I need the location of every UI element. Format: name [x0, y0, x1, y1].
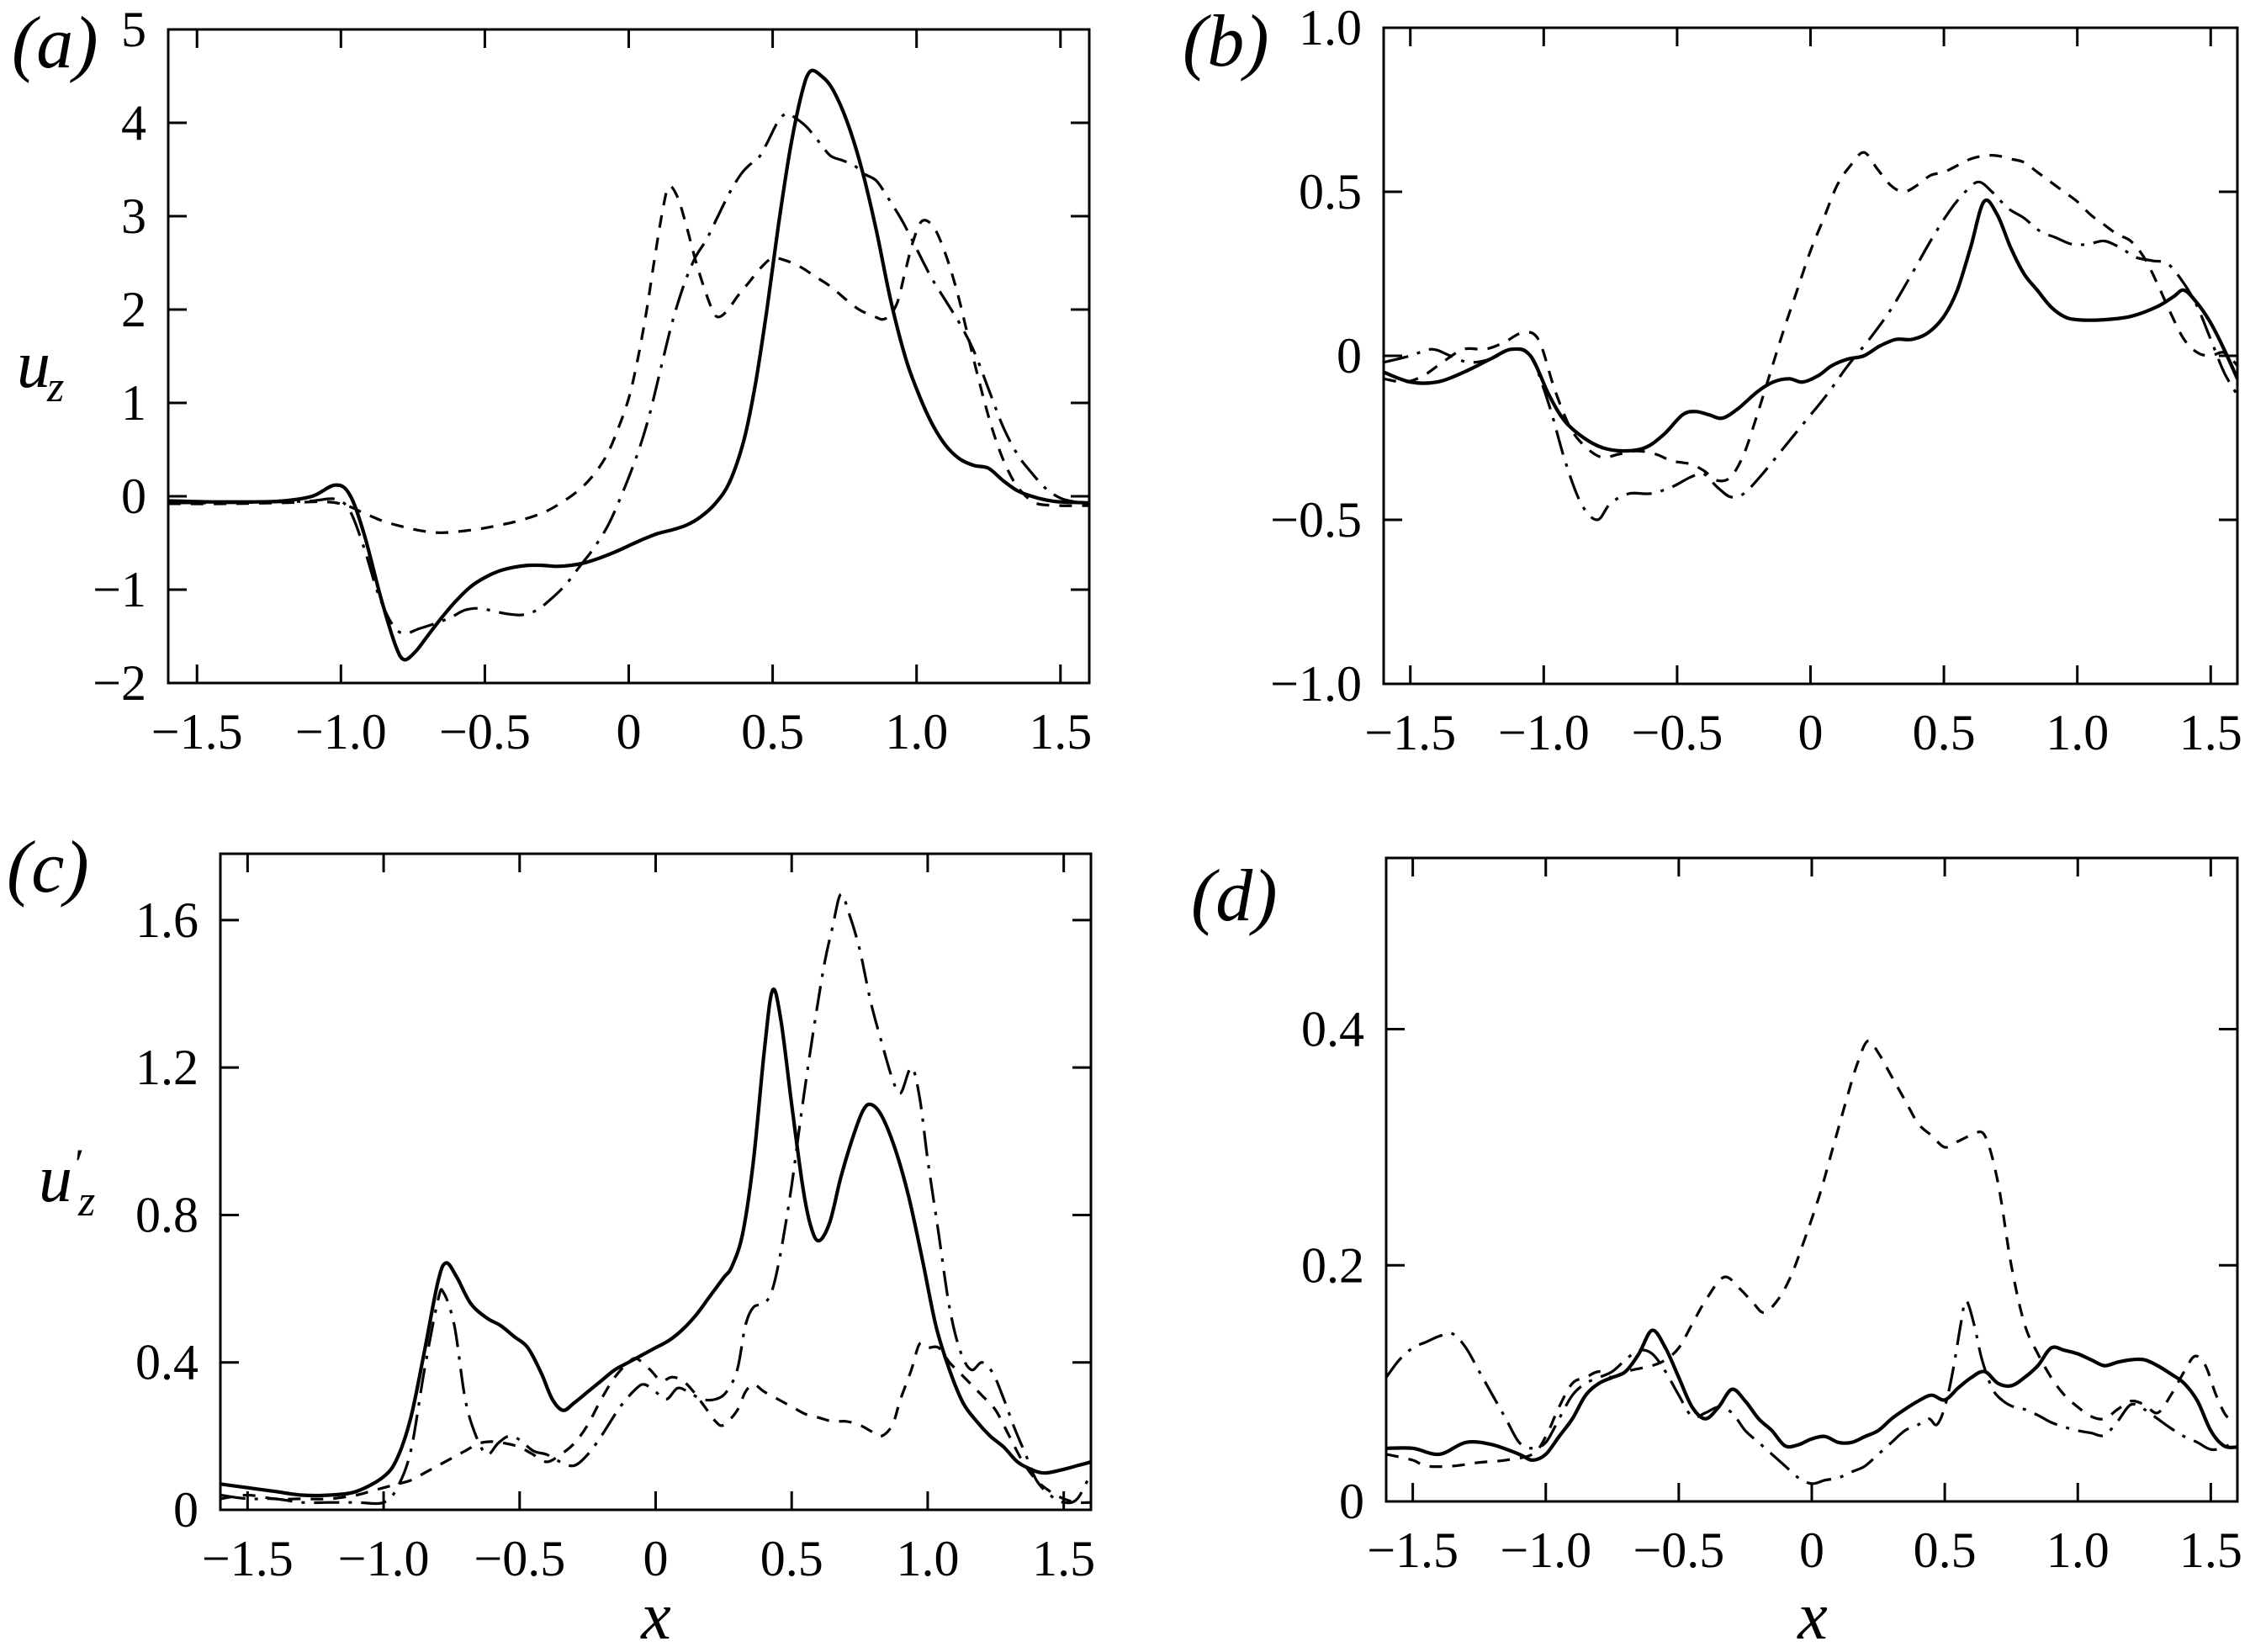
x-tick-label: 0.5 [1913, 705, 1976, 760]
y-subscript-c: z [77, 1178, 96, 1226]
x-tick-label: 1.0 [885, 704, 948, 760]
x-tick-label: −1.5 [202, 1531, 294, 1586]
y-tick-label: 0 [1339, 1474, 1364, 1529]
x-axis-title-c: x [641, 1580, 671, 1652]
x-tick-label: 1.0 [896, 1531, 959, 1586]
x-tick-label: 1.5 [1029, 704, 1092, 760]
x-tick-label: −1.0 [338, 1531, 430, 1586]
y-tick-label: 1.6 [135, 892, 199, 948]
panel-a-series-dash-dot [168, 112, 1089, 635]
x-tick-label: 1.0 [2046, 705, 2109, 760]
y-tick-label: 0.2 [1301, 1237, 1364, 1293]
x-tick-label: 0 [643, 1531, 669, 1586]
y-symbol-a: u [17, 328, 50, 402]
panel-d-series-dash-dot [1386, 1299, 2237, 1485]
panel-label-a: (a) [12, 3, 98, 84]
y-symbol-c: u [39, 1142, 72, 1216]
panel-d-series-dashed [1386, 1039, 2237, 1469]
y-tick-label: 5 [121, 2, 146, 57]
panel-b-series-dashed [1384, 151, 2237, 483]
y-tick-label: 3 [121, 188, 146, 244]
x-tick-label: 1.5 [1032, 1531, 1095, 1586]
y-tick-label: 0 [121, 469, 146, 524]
panel-label-b: (b) [1183, 1, 1269, 82]
y-tick-label: 0.4 [135, 1335, 199, 1390]
y-axis-title-a: uz [17, 328, 64, 410]
x-tick-label: −0.5 [474, 1531, 565, 1586]
x-tick-label: 1.5 [2179, 705, 2242, 760]
y-tick-label: 4 [121, 95, 146, 151]
y-tick-label: −1 [93, 562, 146, 617]
panel-c-series-solid [220, 987, 1091, 1498]
x-tick-label: −1.0 [295, 704, 387, 760]
panel-c-series-dash-dot [220, 892, 1091, 1506]
panel-b-series-solid [1384, 199, 2237, 453]
panel-c-group: −1.5 −1.0 −0.5 0 0.5 1.0 1.5 1.6 1.2 0.8 0.4 0 [135, 852, 1095, 1586]
x-tick-label: 1.0 [2046, 1522, 2110, 1578]
y-tick-label: 1 [121, 375, 146, 431]
panel-label-d: (d) [1191, 855, 1278, 937]
panel-a-series-solid [168, 68, 1089, 662]
y-tick-label: 1.0 [1299, 0, 1362, 56]
panel-b-frame [1382, 26, 2239, 686]
x-axis-title-d: x [1797, 1580, 1828, 1652]
y-axis-title-c: u′z [39, 1142, 95, 1224]
y-subscript-a: z [47, 363, 65, 411]
y-tick-label: 0.8 [135, 1187, 199, 1242]
x-tick-label: 0.5 [1914, 1522, 1977, 1578]
x-tick-label: 0.5 [741, 704, 804, 760]
x-tick-label: −1.5 [151, 704, 243, 760]
y-tick-label: −2 [93, 655, 146, 711]
y-tick-label: 0.4 [1301, 1002, 1364, 1057]
x-tick-label: 0 [1799, 1522, 1824, 1578]
panel-b-group: −1.5 −1.0 −0.5 0 0.5 1.0 1.51.00.50−0.5−1.0 [1270, 0, 2242, 760]
x-tick-label: 0.5 [760, 1531, 823, 1586]
x-tick-label: −1.0 [1500, 1522, 1591, 1578]
panel-a-group: −1.5 −1.0 −0.5 0 0.5 1.0 1.5 5 4 3 2 1 0 −1 −2 [93, 2, 1092, 760]
panel-c-frame [219, 852, 1093, 1512]
y-tick-label: −0.5 [1270, 492, 1362, 548]
x-tick-label: −0.5 [439, 704, 531, 760]
x-tick-label: −1.0 [1498, 705, 1590, 760]
x-tick-label: 1.5 [2179, 1522, 2242, 1578]
y-tick-label: 2 [121, 282, 146, 337]
panel-d-series-solid [1386, 1328, 2237, 1462]
y-tick-label: 1.2 [135, 1040, 199, 1095]
x-tick-label: −1.5 [1367, 1522, 1459, 1578]
y-tick-label: 0 [173, 1482, 199, 1538]
y-tick-label: 0.5 [1299, 164, 1362, 220]
panel-d-group: −1.5 −1.0 −0.5 0 0.5 1.0 1.5 0.4 0.2 0 [1301, 856, 2242, 1578]
y-tick-label: 0 [1337, 328, 1362, 384]
panel-a-frame [167, 28, 1091, 685]
panel-a-series-dashed [168, 184, 1089, 534]
panel-d-frame [1384, 856, 2239, 1503]
y-tick-label: −1.0 [1270, 656, 1362, 712]
panel-c-series-dashed [220, 1341, 1091, 1505]
x-tick-label: −0.5 [1631, 705, 1723, 760]
x-tick-label: −1.5 [1364, 705, 1456, 760]
x-tick-label: −0.5 [1633, 1522, 1724, 1578]
panel-label-c: (c) [7, 827, 89, 908]
y-prime-c: ′ [72, 1140, 82, 1187]
x-tick-label: 0 [1798, 705, 1824, 760]
x-tick-label: 0 [617, 704, 642, 760]
